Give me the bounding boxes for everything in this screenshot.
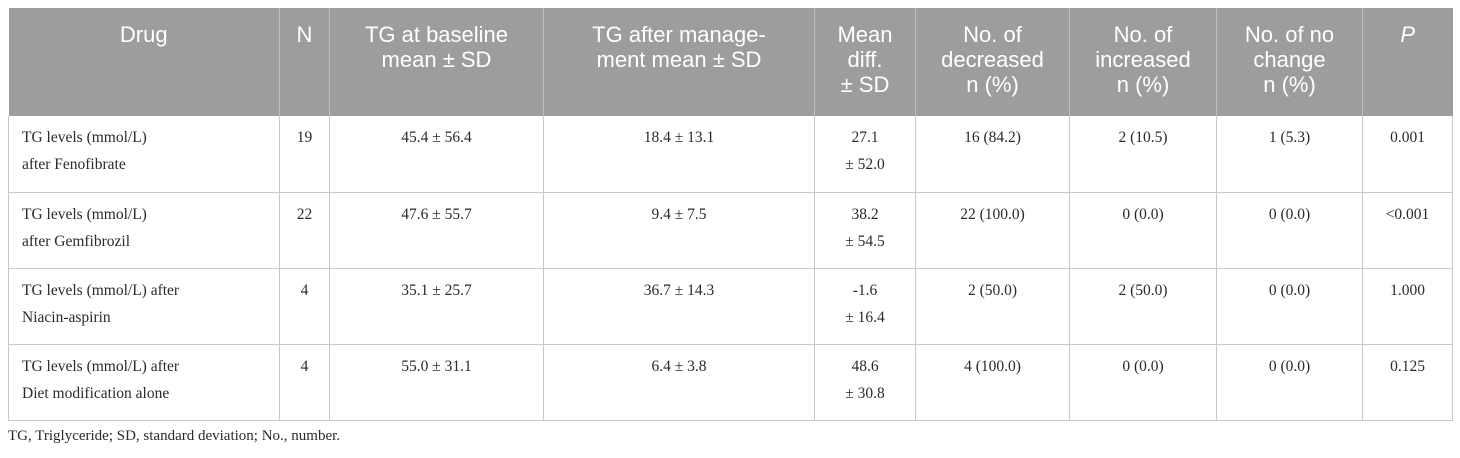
cell-drug: TG levels (mmol/L) after Diet modificati… (8, 344, 280, 421)
cell-mean-diff: -1.6 ± 16.4 (814, 268, 916, 345)
cell-decreased: 16 (84.2) (915, 116, 1070, 193)
drug-line2: after Gemfibrozil (22, 232, 131, 250)
cell-p-value: 1.000 (1362, 268, 1453, 345)
drug-line1: TG levels (mmol/L) (22, 129, 147, 146)
header-no-change: No. of no change n (%) (1216, 8, 1363, 116)
cell-p-value: 0.125 (1362, 344, 1453, 421)
table-row: TG levels (mmol/L) after Gemfibrozil 22 … (8, 192, 1453, 269)
table-row: TG levels (mmol/L) after Fenofibrate 19 … (8, 116, 1453, 193)
mean-diff-value: -1.6 (852, 281, 878, 299)
cell-n: 19 (279, 116, 330, 193)
header-no-change-line1: No. of no (1244, 22, 1335, 47)
mean-diff-sd: ± 30.8 (845, 384, 885, 402)
table-header: Drug N TG at baseline mean ± SD TG after… (8, 8, 1453, 116)
header-drug: Drug (8, 8, 280, 116)
header-tg-after: TG after manage- ment mean ± SD (543, 8, 815, 116)
table-footnote: TG, Triglyceride; SD, standard deviation… (8, 428, 341, 444)
cell-after: 9.4 ± 7.5 (543, 192, 815, 269)
cell-n: 22 (279, 192, 330, 269)
mean-diff-value: 38.2 (851, 205, 879, 223)
cell-baseline: 35.1 ± 25.7 (329, 268, 544, 345)
header-n-line: N (296, 22, 313, 47)
header-increased-line3: n (%) (1116, 72, 1170, 97)
cell-baseline: 45.4 ± 56.4 (329, 116, 544, 193)
cell-no-change: 0 (0.0) (1216, 192, 1363, 269)
cell-p-value: <0.001 (1362, 192, 1453, 269)
results-table-container: Drug N TG at baseline mean ± SD TG after… (8, 8, 1453, 421)
cell-decreased: 22 (100.0) (915, 192, 1070, 269)
header-increased-line1: No. of (1113, 22, 1173, 47)
cell-no-change: 0 (0.0) (1216, 344, 1363, 421)
mean-diff-sd: ± 16.4 (845, 308, 885, 326)
header-increased-line2: increased (1095, 47, 1191, 72)
header-mean-diff: Mean diff. ± SD (814, 8, 916, 116)
cell-increased: 2 (50.0) (1069, 268, 1217, 345)
header-mean-diff-line3: ± SD (840, 72, 890, 97)
drug-line1: TG levels (mmol/L) after (22, 281, 180, 299)
mean-diff-sd: ± 52.0 (845, 156, 885, 173)
cell-baseline: 55.0 ± 31.1 (329, 344, 544, 421)
cell-mean-diff: 38.2 ± 54.5 (814, 192, 916, 269)
header-tg-baseline: TG at baseline mean ± SD (329, 8, 544, 116)
header-tg-baseline-line1: TG at baseline (364, 22, 509, 47)
header-no-change-line3: n (%) (1263, 72, 1316, 97)
cell-after: 6.4 ± 3.8 (543, 344, 815, 421)
drug-line2: Niacin-aspirin (22, 308, 111, 326)
header-tg-after-line1: TG after manage- (592, 22, 766, 47)
cell-increased: 0 (0.0) (1069, 344, 1217, 421)
header-drug-line: Drug (119, 22, 168, 47)
cell-after: 36.7 ± 14.3 (543, 268, 815, 345)
drug-line2: after Fenofibrate (22, 156, 126, 173)
header-tg-after-line2: ment mean ± SD (596, 47, 762, 72)
mean-diff-sd: ± 54.5 (845, 232, 885, 250)
cell-no-change: 1 (5.3) (1216, 116, 1363, 193)
header-decreased-line3: n (%) (966, 72, 1019, 97)
header-p-value: P (1362, 8, 1453, 116)
header-row: Drug N TG at baseline mean ± SD TG after… (8, 8, 1453, 116)
header-tg-baseline-line2: mean ± SD (381, 47, 492, 72)
cell-drug: TG levels (mmol/L) after Gemfibrozil (8, 192, 280, 269)
cell-no-change: 0 (0.0) (1216, 268, 1363, 345)
cell-increased: 0 (0.0) (1069, 192, 1217, 269)
cell-mean-diff: 48.6 ± 30.8 (814, 344, 916, 421)
cell-drug: TG levels (mmol/L) after Fenofibrate (8, 116, 280, 193)
cell-decreased: 4 (100.0) (915, 344, 1070, 421)
cell-baseline: 47.6 ± 55.7 (329, 192, 544, 269)
cell-mean-diff: 27.1 ± 52.0 (814, 116, 916, 193)
cell-n: 4 (279, 268, 330, 345)
header-mean-diff-line1: Mean (837, 22, 893, 47)
drug-line1: TG levels (mmol/L) (22, 205, 147, 223)
mean-diff-value: 48.6 (851, 357, 879, 375)
cell-after: 18.4 ± 13.1 (543, 116, 815, 193)
header-mean-diff-line2: diff. (847, 47, 883, 72)
table-body: TG levels (mmol/L) after Fenofibrate 19 … (8, 116, 1453, 421)
drug-line2: Diet modification alone (22, 384, 170, 402)
cell-increased: 2 (10.5) (1069, 116, 1217, 193)
header-increased: No. of increased n (%) (1069, 8, 1217, 116)
table-row: TG levels (mmol/L) after Niacin-aspirin … (8, 268, 1453, 345)
cell-p-value: 0.001 (1362, 116, 1453, 193)
cell-decreased: 2 (50.0) (915, 268, 1070, 345)
header-n: N (279, 8, 330, 116)
cell-drug: TG levels (mmol/L) after Niacin-aspirin (8, 268, 280, 345)
cell-n: 4 (279, 344, 330, 421)
header-decreased-line1: No. of (963, 22, 1022, 47)
header-decreased-line2: decreased (941, 47, 1044, 72)
table-row: TG levels (mmol/L) after Diet modificati… (8, 344, 1453, 421)
mean-diff-value: 27.1 (851, 129, 879, 146)
header-decreased: No. of decreased n (%) (915, 8, 1070, 116)
header-no-change-line2: change (1253, 47, 1326, 72)
header-p-value-line: P (1400, 22, 1416, 47)
drug-line1: TG levels (mmol/L) after (22, 357, 180, 375)
triglyceride-results-table: Drug N TG at baseline mean ± SD TG after… (8, 8, 1453, 421)
